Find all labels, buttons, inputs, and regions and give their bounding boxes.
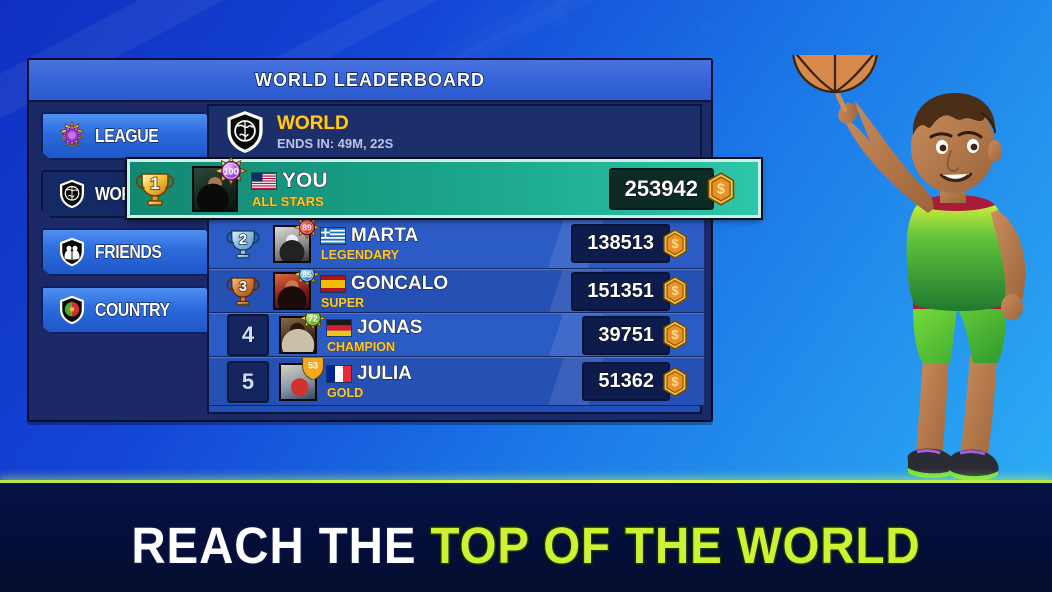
svg-text:$: $ xyxy=(671,283,679,298)
svg-text:89: 89 xyxy=(302,222,312,232)
svg-text:$: $ xyxy=(671,374,679,389)
svg-text:1: 1 xyxy=(150,174,159,193)
svg-text:2: 2 xyxy=(239,232,247,248)
svg-text:53: 53 xyxy=(308,360,318,370)
svg-text:72: 72 xyxy=(308,314,318,324)
svg-text:85: 85 xyxy=(302,270,312,280)
svg-text:3: 3 xyxy=(239,279,247,295)
svg-text:$: $ xyxy=(671,327,679,342)
svg-text:100: 100 xyxy=(223,166,238,176)
svg-text:$: $ xyxy=(717,181,725,197)
svg-text:$: $ xyxy=(671,236,679,251)
